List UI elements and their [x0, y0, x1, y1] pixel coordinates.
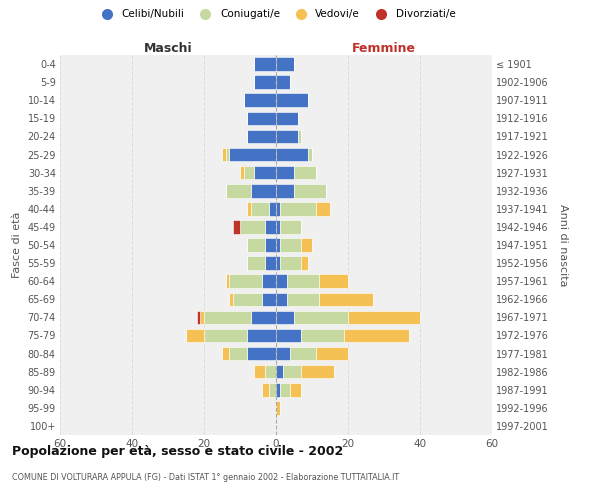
- Bar: [301, 256, 308, 270]
- Bar: [276, 202, 280, 215]
- Bar: [229, 347, 247, 360]
- Bar: [251, 184, 276, 198]
- Bar: [294, 166, 316, 179]
- Bar: [276, 148, 308, 162]
- Bar: [301, 238, 312, 252]
- Bar: [262, 274, 276, 288]
- Bar: [265, 238, 276, 252]
- Bar: [233, 292, 262, 306]
- Text: Maschi: Maschi: [143, 42, 193, 55]
- Bar: [222, 347, 229, 360]
- Bar: [240, 166, 244, 179]
- Bar: [294, 310, 348, 324]
- Y-axis label: Fasce di età: Fasce di età: [12, 212, 22, 278]
- Bar: [276, 184, 294, 198]
- Bar: [276, 365, 283, 378]
- Bar: [276, 238, 280, 252]
- Bar: [247, 328, 276, 342]
- Bar: [226, 274, 229, 288]
- Bar: [200, 310, 204, 324]
- Bar: [254, 76, 276, 89]
- Text: Femmine: Femmine: [352, 42, 416, 55]
- Bar: [251, 202, 269, 215]
- Bar: [280, 383, 290, 396]
- Bar: [276, 76, 290, 89]
- Bar: [276, 112, 298, 125]
- Bar: [290, 347, 316, 360]
- Bar: [226, 184, 251, 198]
- Bar: [229, 292, 233, 306]
- Bar: [276, 347, 290, 360]
- Bar: [316, 202, 330, 215]
- Bar: [251, 310, 276, 324]
- Text: COMUNE DI VOLTURARA APPULA (FG) - Dati ISTAT 1° gennaio 2002 - Elaborazione TUTT: COMUNE DI VOLTURARA APPULA (FG) - Dati I…: [12, 472, 399, 482]
- Bar: [276, 383, 280, 396]
- Bar: [276, 220, 280, 234]
- Bar: [301, 365, 334, 378]
- Bar: [348, 310, 420, 324]
- Bar: [276, 166, 294, 179]
- Bar: [276, 274, 287, 288]
- Legend: Celibi/Nubili, Coniugati/e, Vedovi/e, Divorziati/e: Celibi/Nubili, Coniugati/e, Vedovi/e, Di…: [92, 5, 460, 24]
- Bar: [265, 220, 276, 234]
- Bar: [287, 274, 319, 288]
- Bar: [276, 130, 298, 143]
- Bar: [197, 310, 200, 324]
- Bar: [269, 383, 276, 396]
- Bar: [276, 58, 294, 71]
- Bar: [222, 148, 226, 162]
- Bar: [316, 347, 348, 360]
- Bar: [247, 202, 251, 215]
- Bar: [247, 238, 265, 252]
- Bar: [233, 220, 240, 234]
- Bar: [254, 166, 276, 179]
- Bar: [247, 130, 276, 143]
- Bar: [186, 328, 204, 342]
- Bar: [247, 347, 276, 360]
- Bar: [262, 383, 269, 396]
- Bar: [280, 238, 301, 252]
- Bar: [254, 58, 276, 71]
- Bar: [344, 328, 409, 342]
- Bar: [283, 365, 301, 378]
- Bar: [308, 148, 312, 162]
- Bar: [247, 112, 276, 125]
- Bar: [244, 94, 276, 107]
- Bar: [276, 328, 301, 342]
- Bar: [287, 292, 319, 306]
- Text: Popolazione per età, sesso e stato civile - 2002: Popolazione per età, sesso e stato civil…: [12, 445, 343, 458]
- Y-axis label: Anni di nascita: Anni di nascita: [559, 204, 568, 286]
- Bar: [229, 274, 262, 288]
- Bar: [269, 202, 276, 215]
- Bar: [254, 365, 265, 378]
- Bar: [319, 292, 373, 306]
- Bar: [229, 148, 276, 162]
- Bar: [276, 292, 287, 306]
- Bar: [276, 401, 280, 414]
- Bar: [265, 365, 276, 378]
- Bar: [276, 310, 294, 324]
- Bar: [262, 292, 276, 306]
- Bar: [290, 383, 301, 396]
- Bar: [226, 148, 229, 162]
- Bar: [301, 328, 344, 342]
- Bar: [280, 220, 301, 234]
- Bar: [280, 256, 301, 270]
- Bar: [294, 184, 326, 198]
- Bar: [319, 274, 348, 288]
- Bar: [276, 256, 280, 270]
- Bar: [240, 220, 265, 234]
- Bar: [204, 310, 251, 324]
- Bar: [265, 256, 276, 270]
- Bar: [298, 130, 301, 143]
- Bar: [204, 328, 247, 342]
- Bar: [247, 256, 265, 270]
- Bar: [276, 94, 308, 107]
- Bar: [244, 166, 254, 179]
- Bar: [280, 202, 316, 215]
